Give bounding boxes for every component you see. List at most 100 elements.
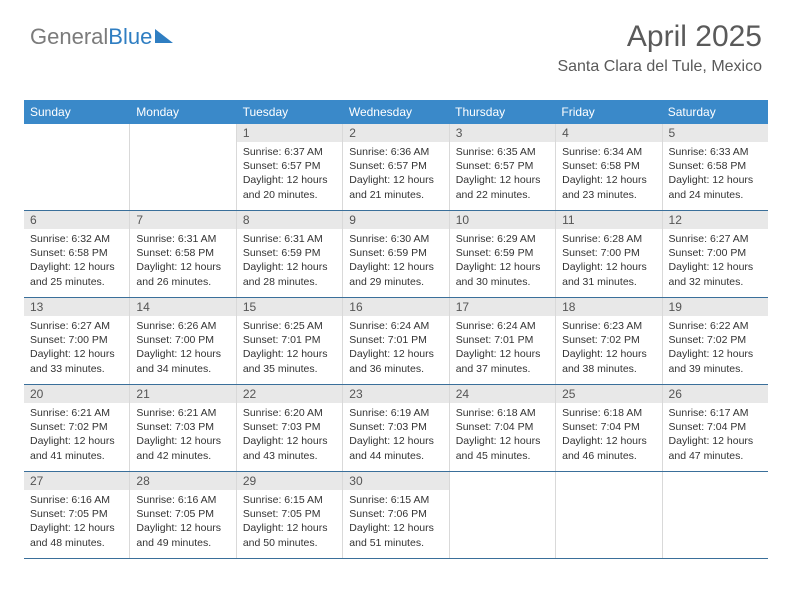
day-detail-text: Sunrise: 6:24 AMSunset: 7:01 PMDaylight:… <box>343 316 448 379</box>
day-number: 3 <box>450 124 555 142</box>
calendar-day-cell: 8Sunrise: 6:31 AMSunset: 6:59 PMDaylight… <box>237 211 343 297</box>
calendar-empty-cell <box>130 124 236 210</box>
brand-name-part1: General <box>30 24 108 50</box>
day-detail-text: Sunrise: 6:36 AMSunset: 6:57 PMDaylight:… <box>343 142 448 205</box>
day-detail-text: Sunrise: 6:29 AMSunset: 6:59 PMDaylight:… <box>450 229 555 292</box>
weekday-header: Friday <box>555 100 661 124</box>
day-detail-text: Sunrise: 6:20 AMSunset: 7:03 PMDaylight:… <box>237 403 342 466</box>
day-detail-text: Sunrise: 6:16 AMSunset: 7:05 PMDaylight:… <box>130 490 235 553</box>
calendar-day-cell: 22Sunrise: 6:20 AMSunset: 7:03 PMDayligh… <box>237 385 343 471</box>
day-detail-text: Sunrise: 6:15 AMSunset: 7:06 PMDaylight:… <box>343 490 448 553</box>
day-detail-text: Sunrise: 6:30 AMSunset: 6:59 PMDaylight:… <box>343 229 448 292</box>
day-detail-text: Sunrise: 6:25 AMSunset: 7:01 PMDaylight:… <box>237 316 342 379</box>
day-detail-text: Sunrise: 6:18 AMSunset: 7:04 PMDaylight:… <box>556 403 661 466</box>
weekday-header: Wednesday <box>343 100 449 124</box>
day-detail-text: Sunrise: 6:27 AMSunset: 7:00 PMDaylight:… <box>24 316 129 379</box>
calendar-day-cell: 15Sunrise: 6:25 AMSunset: 7:01 PMDayligh… <box>237 298 343 384</box>
day-detail-text: Sunrise: 6:15 AMSunset: 7:05 PMDaylight:… <box>237 490 342 553</box>
calendar-row: 6Sunrise: 6:32 AMSunset: 6:58 PMDaylight… <box>24 211 768 298</box>
calendar-day-cell: 25Sunrise: 6:18 AMSunset: 7:04 PMDayligh… <box>556 385 662 471</box>
calendar-day-cell: 24Sunrise: 6:18 AMSunset: 7:04 PMDayligh… <box>450 385 556 471</box>
calendar-day-cell: 4Sunrise: 6:34 AMSunset: 6:58 PMDaylight… <box>556 124 662 210</box>
day-detail-text: Sunrise: 6:16 AMSunset: 7:05 PMDaylight:… <box>24 490 129 553</box>
calendar-day-cell: 9Sunrise: 6:30 AMSunset: 6:59 PMDaylight… <box>343 211 449 297</box>
day-number: 29 <box>237 472 342 490</box>
brand-sail-icon <box>155 29 173 43</box>
calendar-empty-cell <box>663 472 768 558</box>
day-number: 11 <box>556 211 661 229</box>
day-number: 13 <box>24 298 129 316</box>
day-number: 7 <box>130 211 235 229</box>
weekday-header: Sunday <box>24 100 130 124</box>
calendar-day-cell: 13Sunrise: 6:27 AMSunset: 7:00 PMDayligh… <box>24 298 130 384</box>
calendar-day-cell: 18Sunrise: 6:23 AMSunset: 7:02 PMDayligh… <box>556 298 662 384</box>
brand-logo: GeneralBlue <box>30 24 173 50</box>
day-detail-text: Sunrise: 6:35 AMSunset: 6:57 PMDaylight:… <box>450 142 555 205</box>
calendar-day-cell: 6Sunrise: 6:32 AMSunset: 6:58 PMDaylight… <box>24 211 130 297</box>
calendar-day-cell: 11Sunrise: 6:28 AMSunset: 7:00 PMDayligh… <box>556 211 662 297</box>
day-detail-text: Sunrise: 6:19 AMSunset: 7:03 PMDaylight:… <box>343 403 448 466</box>
calendar-day-cell: 12Sunrise: 6:27 AMSunset: 7:00 PMDayligh… <box>663 211 768 297</box>
day-number: 27 <box>24 472 129 490</box>
day-detail-text: Sunrise: 6:23 AMSunset: 7:02 PMDaylight:… <box>556 316 661 379</box>
day-number: 10 <box>450 211 555 229</box>
calendar-day-cell: 17Sunrise: 6:24 AMSunset: 7:01 PMDayligh… <box>450 298 556 384</box>
day-number: 8 <box>237 211 342 229</box>
day-detail-text: Sunrise: 6:26 AMSunset: 7:00 PMDaylight:… <box>130 316 235 379</box>
day-detail-text: Sunrise: 6:22 AMSunset: 7:02 PMDaylight:… <box>663 316 768 379</box>
day-detail-text: Sunrise: 6:18 AMSunset: 7:04 PMDaylight:… <box>450 403 555 466</box>
day-number: 19 <box>663 298 768 316</box>
day-detail-text: Sunrise: 6:17 AMSunset: 7:04 PMDaylight:… <box>663 403 768 466</box>
day-detail-text: Sunrise: 6:24 AMSunset: 7:01 PMDaylight:… <box>450 316 555 379</box>
day-number: 25 <box>556 385 661 403</box>
weekday-header: Thursday <box>449 100 555 124</box>
day-detail-text: Sunrise: 6:21 AMSunset: 7:03 PMDaylight:… <box>130 403 235 466</box>
page-title: April 2025 <box>557 20 762 54</box>
day-number: 6 <box>24 211 129 229</box>
calendar-day-cell: 14Sunrise: 6:26 AMSunset: 7:00 PMDayligh… <box>130 298 236 384</box>
day-detail-text: Sunrise: 6:27 AMSunset: 7:00 PMDaylight:… <box>663 229 768 292</box>
calendar-day-cell: 2Sunrise: 6:36 AMSunset: 6:57 PMDaylight… <box>343 124 449 210</box>
calendar-day-cell: 1Sunrise: 6:37 AMSunset: 6:57 PMDaylight… <box>237 124 343 210</box>
day-number: 14 <box>130 298 235 316</box>
day-number: 2 <box>343 124 448 142</box>
calendar-day-cell: 19Sunrise: 6:22 AMSunset: 7:02 PMDayligh… <box>663 298 768 384</box>
day-number: 21 <box>130 385 235 403</box>
calendar-body: 1Sunrise: 6:37 AMSunset: 6:57 PMDaylight… <box>24 124 768 559</box>
calendar-day-cell: 16Sunrise: 6:24 AMSunset: 7:01 PMDayligh… <box>343 298 449 384</box>
calendar-day-cell: 21Sunrise: 6:21 AMSunset: 7:03 PMDayligh… <box>130 385 236 471</box>
day-number: 5 <box>663 124 768 142</box>
day-detail-text: Sunrise: 6:34 AMSunset: 6:58 PMDaylight:… <box>556 142 661 205</box>
day-detail-text: Sunrise: 6:37 AMSunset: 6:57 PMDaylight:… <box>237 142 342 205</box>
calendar-day-cell: 23Sunrise: 6:19 AMSunset: 7:03 PMDayligh… <box>343 385 449 471</box>
day-number: 28 <box>130 472 235 490</box>
calendar-day-cell: 3Sunrise: 6:35 AMSunset: 6:57 PMDaylight… <box>450 124 556 210</box>
calendar-day-cell: 30Sunrise: 6:15 AMSunset: 7:06 PMDayligh… <box>343 472 449 558</box>
calendar-row: 13Sunrise: 6:27 AMSunset: 7:00 PMDayligh… <box>24 298 768 385</box>
calendar-empty-cell <box>556 472 662 558</box>
day-detail-text: Sunrise: 6:31 AMSunset: 6:58 PMDaylight:… <box>130 229 235 292</box>
calendar-header-row: SundayMondayTuesdayWednesdayThursdayFrid… <box>24 100 768 124</box>
calendar-day-cell: 5Sunrise: 6:33 AMSunset: 6:58 PMDaylight… <box>663 124 768 210</box>
day-number: 17 <box>450 298 555 316</box>
day-detail-text: Sunrise: 6:28 AMSunset: 7:00 PMDaylight:… <box>556 229 661 292</box>
weekday-header: Saturday <box>662 100 768 124</box>
brand-name-part2: Blue <box>108 24 152 50</box>
calendar-row: 20Sunrise: 6:21 AMSunset: 7:02 PMDayligh… <box>24 385 768 472</box>
day-number: 1 <box>237 124 342 142</box>
calendar-empty-cell <box>24 124 130 210</box>
day-number: 9 <box>343 211 448 229</box>
day-detail-text: Sunrise: 6:32 AMSunset: 6:58 PMDaylight:… <box>24 229 129 292</box>
day-number: 24 <box>450 385 555 403</box>
calendar-day-cell: 27Sunrise: 6:16 AMSunset: 7:05 PMDayligh… <box>24 472 130 558</box>
calendar-day-cell: 29Sunrise: 6:15 AMSunset: 7:05 PMDayligh… <box>237 472 343 558</box>
calendar-day-cell: 26Sunrise: 6:17 AMSunset: 7:04 PMDayligh… <box>663 385 768 471</box>
day-detail-text: Sunrise: 6:21 AMSunset: 7:02 PMDaylight:… <box>24 403 129 466</box>
calendar-day-cell: 28Sunrise: 6:16 AMSunset: 7:05 PMDayligh… <box>130 472 236 558</box>
day-number: 18 <box>556 298 661 316</box>
day-detail-text: Sunrise: 6:31 AMSunset: 6:59 PMDaylight:… <box>237 229 342 292</box>
day-number: 4 <box>556 124 661 142</box>
weekday-header: Tuesday <box>237 100 343 124</box>
day-number: 23 <box>343 385 448 403</box>
day-detail-text: Sunrise: 6:33 AMSunset: 6:58 PMDaylight:… <box>663 142 768 205</box>
